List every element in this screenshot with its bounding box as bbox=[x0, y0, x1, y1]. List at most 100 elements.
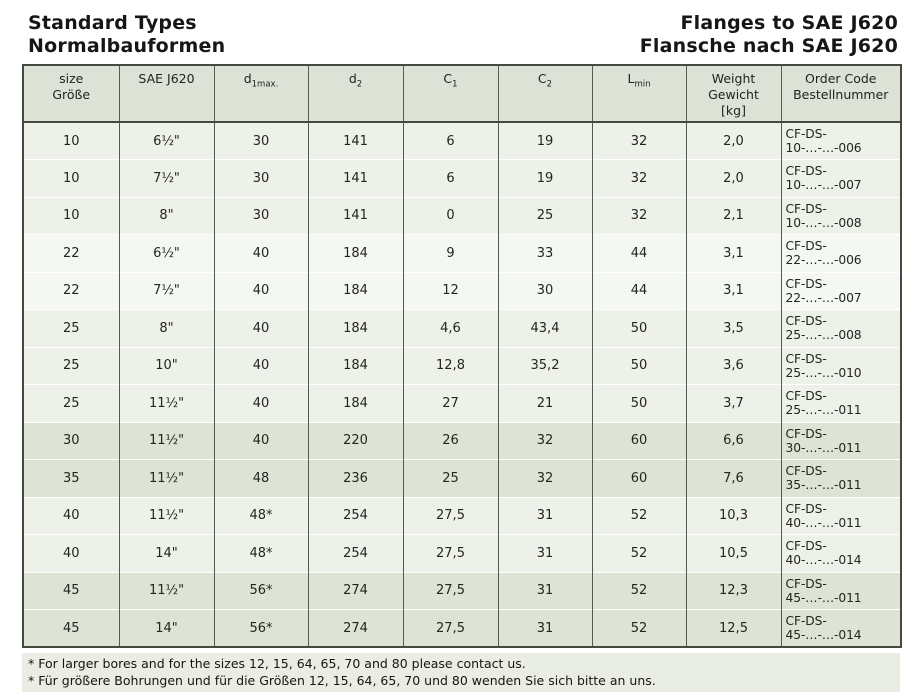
cell-sae: 7½" bbox=[118, 159, 214, 197]
table-row: 25 10" 40 184 12,8 35,2 50 3,6 CF-DS-25-…-…-010 bbox=[23, 346, 901, 385]
cell-weight: 2,0 bbox=[685, 159, 781, 197]
cell-d1: 48 bbox=[213, 459, 308, 497]
cell-d1: 48* bbox=[213, 534, 308, 572]
cell-c1: 27,5 bbox=[402, 496, 498, 535]
cell-d2: 184 bbox=[307, 346, 403, 385]
table-row: 22 7½" 40 184 12 30 44 3,1 CF-DS-22-…-…-007 bbox=[23, 271, 901, 310]
cell-d2: 254 bbox=[307, 496, 403, 535]
cell-c1: 0 bbox=[402, 196, 498, 235]
column-header-size: size Größe bbox=[23, 65, 119, 123]
cell-d1: 30 bbox=[213, 196, 308, 235]
cell-size: 45 bbox=[23, 571, 119, 610]
cell-sae: 14" bbox=[118, 534, 214, 572]
column-header-d2: d2 bbox=[307, 65, 403, 123]
cell-size: 25 bbox=[23, 384, 119, 422]
cell-sae: 8" bbox=[118, 309, 214, 347]
cell-order: CF-DS-10-…-…-007 bbox=[780, 159, 901, 197]
table-row: 10 6½" 30 141 6 19 32 2,0 CF-DS-10-…-…-006 bbox=[23, 122, 901, 160]
page-title-de: Normalbauformen bbox=[28, 35, 226, 57]
cell-sae: 6½" bbox=[118, 122, 214, 160]
cell-d2: 141 bbox=[307, 159, 403, 197]
cell-c2: 35,2 bbox=[497, 346, 592, 385]
cell-size: 22 bbox=[23, 271, 119, 310]
cell-d1: 40 bbox=[213, 309, 308, 347]
cell-c1: 6 bbox=[402, 122, 498, 160]
cell-c2: 25 bbox=[497, 196, 592, 235]
cell-weight: 6,6 bbox=[685, 421, 781, 460]
cell-weight: 3,1 bbox=[685, 271, 781, 310]
cell-weight: 2,1 bbox=[685, 196, 781, 235]
table-row: 25 11½" 40 184 27 21 50 3,7 CF-DS-25-…-…-011 bbox=[23, 384, 901, 422]
cell-c1: 12 bbox=[402, 271, 498, 310]
cell-size: 30 bbox=[23, 421, 119, 460]
cell-size: 40 bbox=[23, 496, 119, 535]
cell-order: CF-DS-25-…-…-008 bbox=[780, 309, 901, 347]
cell-order: CF-DS-10-…-…-008 bbox=[780, 196, 901, 235]
cell-c1: 6 bbox=[402, 159, 498, 197]
cell-sae: 7½" bbox=[118, 271, 214, 310]
cell-d1: 40 bbox=[213, 234, 308, 272]
cell-c2: 43,4 bbox=[497, 309, 592, 347]
cell-weight: 3,6 bbox=[685, 346, 781, 385]
cell-order: CF-DS-40-…-…-011 bbox=[780, 496, 901, 535]
cell-d2: 184 bbox=[307, 384, 403, 422]
cell-lmin: 52 bbox=[591, 571, 686, 610]
table-row: 40 14" 48* 254 27,5 31 52 10,5 CF-DS-40-…-…-014 bbox=[23, 534, 901, 572]
titlebar: Standard Types Normalbauformen Flanges t… bbox=[22, 12, 900, 58]
cell-lmin: 50 bbox=[591, 309, 686, 347]
cell-sae: 14" bbox=[118, 609, 214, 647]
cell-c2: 32 bbox=[497, 459, 592, 497]
cell-size: 40 bbox=[23, 534, 119, 572]
cell-c1: 12,8 bbox=[402, 346, 498, 385]
page-subtitle-en: Flanges to SAE J620 bbox=[680, 12, 898, 34]
table-row: 10 7½" 30 141 6 19 32 2,0 CF-DS-10-…-…-007 bbox=[23, 159, 901, 197]
cell-d1: 56* bbox=[213, 609, 308, 647]
cell-size: 35 bbox=[23, 459, 119, 497]
cell-sae: 11½" bbox=[118, 571, 214, 610]
cell-c1: 9 bbox=[402, 234, 498, 272]
cell-order: CF-DS-25-…-…-011 bbox=[780, 384, 901, 422]
footnote-en: * For larger bores and for the sizes 12,… bbox=[28, 656, 526, 671]
cell-lmin: 60 bbox=[591, 421, 686, 460]
cell-lmin: 50 bbox=[591, 384, 686, 422]
column-header-d1: d1max. bbox=[213, 65, 308, 123]
cell-sae: 8" bbox=[118, 196, 214, 235]
cell-c1: 4,6 bbox=[402, 309, 498, 347]
cell-d2: 184 bbox=[307, 271, 403, 310]
cell-size: 10 bbox=[23, 159, 119, 197]
cell-lmin: 44 bbox=[591, 271, 686, 310]
table-row: 22 6½" 40 184 9 33 44 3,1 CF-DS-22-…-…-006 bbox=[23, 234, 901, 272]
page-title-left: Standard Types Normalbauformen bbox=[28, 12, 225, 58]
page-subtitle-de: Flansche nach SAE J620 bbox=[639, 35, 898, 57]
cell-sae: 11½" bbox=[118, 421, 214, 460]
cell-weight: 10,3 bbox=[685, 496, 781, 535]
cell-order: CF-DS-45-…-…-014 bbox=[780, 609, 901, 647]
cell-d1: 30 bbox=[213, 122, 308, 160]
cell-d2: 220 bbox=[307, 421, 403, 460]
table-row: 25 8" 40 184 4,6 43,4 50 3,5 CF-DS-25-…-…-008 bbox=[23, 309, 901, 347]
cell-c2: 31 bbox=[497, 609, 592, 647]
cell-size: 10 bbox=[62, 133, 80, 149]
cell-c1: 27 bbox=[402, 384, 498, 422]
cell-d1: 40 bbox=[213, 346, 308, 385]
cell-lmin: 52 bbox=[591, 496, 686, 535]
cell-c1: 27,5 bbox=[402, 609, 498, 647]
cell-sae: 11½" bbox=[118, 384, 214, 422]
cell-c1: 26 bbox=[402, 421, 498, 460]
cell-c2: 32 bbox=[497, 421, 592, 460]
column-header-weight: Weight Gewicht [kg] bbox=[685, 65, 781, 123]
table-row: 35 11½" 48 236 25 32 60 7,6 CF-DS-35-…-…-011 bbox=[23, 459, 901, 497]
cell-d2: 184 bbox=[307, 234, 403, 272]
cell-c2: 19 bbox=[497, 159, 592, 197]
cell-c2: 31 bbox=[497, 496, 592, 535]
cell-d1: 48* bbox=[213, 496, 308, 535]
cell-sae: 11½" bbox=[118, 459, 214, 497]
cell-size: 25 bbox=[23, 309, 119, 347]
cell-order: CF-DS-22-…-…-006 bbox=[780, 234, 901, 272]
cell-size: 25 bbox=[23, 346, 119, 385]
cell-weight: 10,5 bbox=[685, 534, 781, 572]
column-header-sae: SAE J620 bbox=[118, 65, 214, 123]
page-title-right: Flanges to SAE J620 Flansche nach SAE J6… bbox=[640, 12, 898, 58]
cell-weight: 12,3 bbox=[685, 571, 781, 610]
